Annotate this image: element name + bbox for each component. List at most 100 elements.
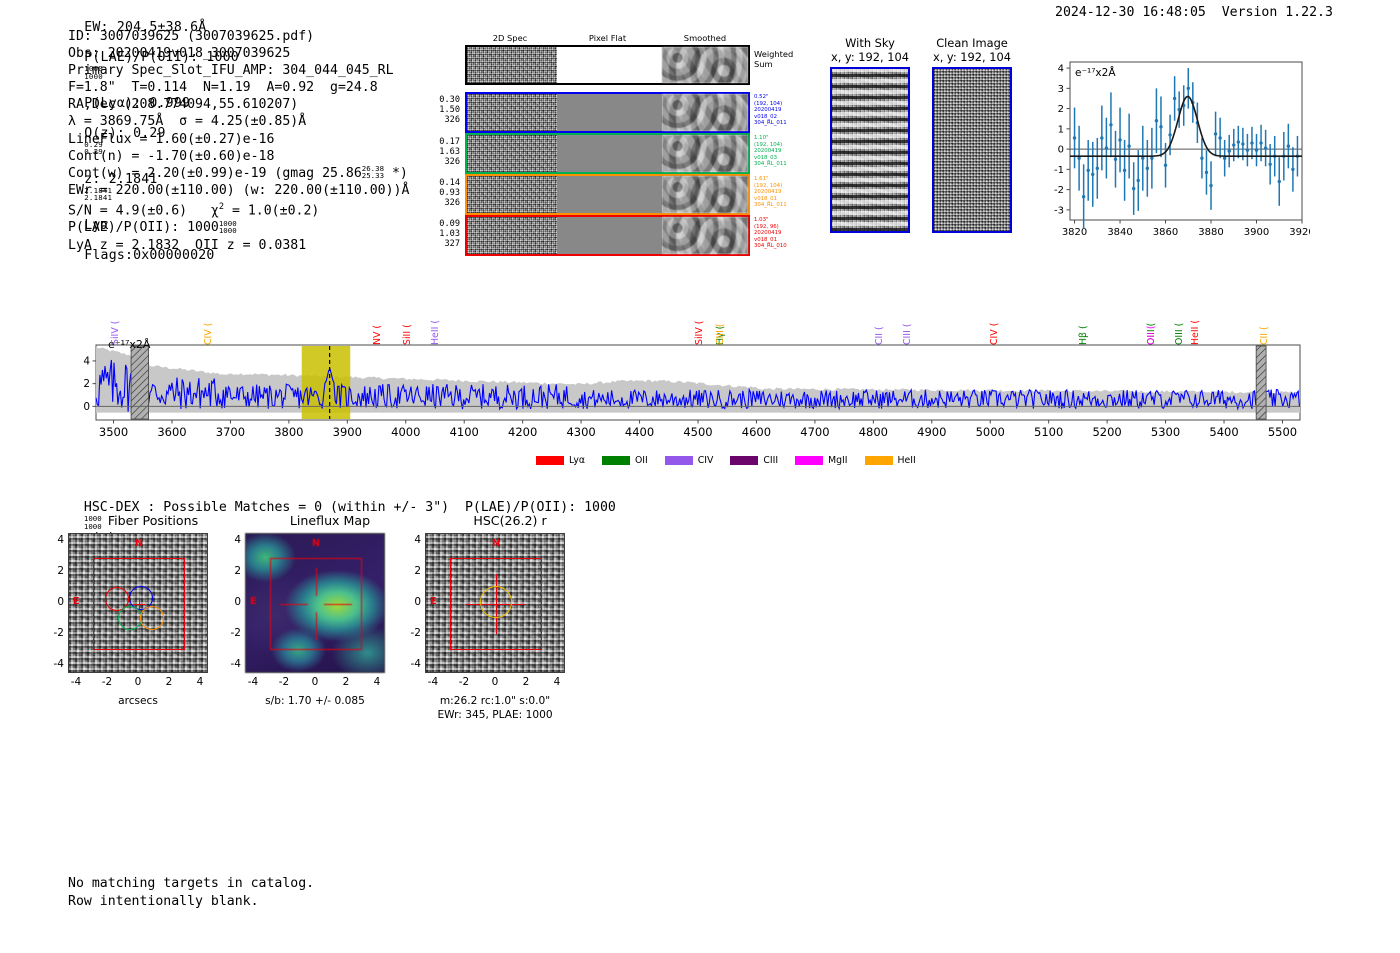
cutout-2-xtick: 2 xyxy=(522,676,530,688)
svg-text:4700: 4700 xyxy=(800,425,829,439)
cutout-0-ytick: -4 xyxy=(53,658,64,670)
svg-text:5100: 5100 xyxy=(1034,425,1063,439)
svg-text:0: 0 xyxy=(83,401,90,413)
with-sky-image xyxy=(830,67,910,233)
legend-swatch xyxy=(536,456,564,465)
fiber-circle-blue xyxy=(129,585,153,610)
cutout-2-ytick: -4 xyxy=(410,658,421,670)
with-sky-panel: With Sky x, y: 192, 104 xyxy=(826,36,914,233)
line-label-heii-4: HeII ( xyxy=(430,320,442,345)
cutout-0-ytick: 4 xyxy=(57,534,64,546)
row-1-meta: 1.10" (192, 104) 20200419 v018_03 304_RL_0… xyxy=(754,135,787,168)
line-label-siiv-5: SiIV ( xyxy=(693,320,705,345)
header-datetime-version: 2024-12-30 16:48:05 Version 1.22.3 xyxy=(1055,5,1333,20)
svg-text:e⁻¹⁷x2Å: e⁻¹⁷x2Å xyxy=(1075,66,1116,79)
col-title-2dspec: 2D Spec xyxy=(492,33,528,43)
svg-text:2: 2 xyxy=(1058,104,1064,115)
legend-swatch xyxy=(664,456,693,465)
svg-text:3900: 3900 xyxy=(1244,227,1269,238)
legend-label: MgII xyxy=(828,455,848,466)
line-label-heii-15: HeII ( xyxy=(1189,320,1201,345)
info-ewr: EWr = 220.00(±110.00) (w: 220.00(±110.00… xyxy=(68,182,410,198)
info-primary-spec: Primary Spec_Slot_IFU_AMP: 304_044_045_R… xyxy=(68,63,394,79)
header-line-name: Lyα xyxy=(84,217,109,233)
header-plae-label: P(LAE)/P(OII): 1000 xyxy=(84,50,239,65)
legend-swatch xyxy=(730,456,759,465)
hsc-r-image[interactable]: N E xyxy=(425,533,565,673)
lineflux-map-image[interactable]: N E xyxy=(245,533,385,673)
header-z-label: z: 2.1841 xyxy=(84,171,158,187)
row-0-meta: 0.52" (192, 104) 20200419 v018_02 304_RL_0… xyxy=(754,94,787,127)
line-label-oii-13: OII ( xyxy=(1146,325,1158,345)
spec-row-0 xyxy=(465,92,750,133)
legend-label: Lyα xyxy=(569,455,585,466)
legend-label: CIV xyxy=(697,455,714,466)
svg-text:4900: 4900 xyxy=(917,425,946,439)
fiber-positions-image[interactable]: N E xyxy=(68,533,208,673)
cutout-0-xtick: -4 xyxy=(70,676,82,688)
fiber-compass-e: E xyxy=(73,596,80,607)
full-spectrum-chart: 0 2 4 3500 3600 3700 3800 3900 4000 4100 4200 4300 4… xyxy=(0,270,1400,470)
cutout-1-ytick: -4 xyxy=(230,658,241,670)
cutout-1-xtick: -2 xyxy=(278,676,290,688)
cutout-0-ytick: 0 xyxy=(57,596,64,608)
svg-text:4300: 4300 xyxy=(566,425,595,439)
hsc-mag-label: m:26.2 rc:1.0" s:0.0" xyxy=(439,695,551,707)
cutout-1-ytick: 0 xyxy=(234,596,241,608)
cutout-1-ytick: 2 xyxy=(234,565,241,577)
header-plae-range: 1000 1000 xyxy=(84,64,103,81)
svg-text:5400: 5400 xyxy=(1209,425,1238,439)
cutout-0-xtick: 0 xyxy=(134,676,142,688)
cutout-0-xtick: 4 xyxy=(196,676,204,688)
hsc-ifu-box xyxy=(450,558,542,650)
svg-text:4000: 4000 xyxy=(391,425,420,439)
cutout-2-ytick: 2 xyxy=(414,565,421,577)
header-qz-label: Q(z): 0.29 xyxy=(84,125,166,141)
cutout-title-lineflux-map: Lineflux Map xyxy=(289,513,371,528)
line-label-h-11: Hβ ( xyxy=(1077,325,1089,345)
legend-item-mgii: MgII xyxy=(795,455,848,466)
svg-text:3900: 3900 xyxy=(333,425,362,439)
header-flags: Flags:0x00000020 xyxy=(84,247,215,263)
hsc-aperture-circle xyxy=(480,586,512,618)
row-3-left-stats: 0.09 1.03 327 xyxy=(439,219,460,249)
svg-text:4: 4 xyxy=(83,356,90,368)
cutout-1-ytick: -2 xyxy=(230,627,241,639)
svg-text:3500: 3500 xyxy=(99,425,128,439)
fiber-circle-red xyxy=(105,586,129,611)
cutout-title-hsc-r: HSC(26.2) r xyxy=(473,513,547,528)
info-cont-w: Cont(w) = 2.20(±0.99)e-19 (gmag 25.86 26.… xyxy=(68,163,408,181)
header-z-range: 2.1841 2.1841 xyxy=(84,185,113,203)
fiber-ifu-box xyxy=(93,558,185,650)
hscdex-summary-line: HSC-DEX : Possible Matches = 0 (within +… xyxy=(68,485,616,546)
legend-item-oii: OII xyxy=(601,455,648,466)
cutout-2-ytick: 0 xyxy=(414,596,421,608)
lineflux-compass-e: E xyxy=(250,596,257,607)
with-sky-title: With Sky xyxy=(845,36,895,50)
info-id: ID: 3007039625 (3007039625.pdf) xyxy=(68,29,315,44)
info-obs: Obs: 20200419v018_3007039625 xyxy=(68,46,291,62)
line-label-ciii-9: CIII ( xyxy=(902,323,914,345)
header-qz-range: 0.29 0.29 xyxy=(84,139,103,157)
info-lineflux: LineFlux = 1.60(±0.27)e-16 xyxy=(68,131,275,147)
cutout-0-ytick: -2 xyxy=(53,627,64,639)
info-seeing: F=1.8" T=0.114 N=1.19 A=0.92 g=24.8 xyxy=(68,80,378,96)
line-fit-chart: -3 -2 -1 0 1 2 3 4 3820 3840 3860 3880 3900 3920 e⁻¹⁷x… xyxy=(1040,52,1315,252)
cutout-2-xtick: 4 xyxy=(553,676,561,688)
svg-text:3840: 3840 xyxy=(1107,227,1132,238)
legend-label: OII xyxy=(634,455,648,466)
cutout-title-fiber-positions: Fiber Positions xyxy=(107,513,199,528)
legend-swatch xyxy=(864,456,893,465)
info-cont-n: Cont(n) = -1.70(±0.60)e-18 xyxy=(68,148,275,164)
cutout-2-ytick: 4 xyxy=(414,534,421,546)
svg-text:1: 1 xyxy=(1058,124,1064,135)
svg-text:-3: -3 xyxy=(1054,205,1064,216)
header-ew: EW: 204.5±38.6Å xyxy=(84,20,207,35)
cutout-1-xtick: 0 xyxy=(311,676,319,688)
svg-text:0: 0 xyxy=(1058,145,1064,156)
line-label-cii-16: CII ( xyxy=(1258,326,1270,345)
cutout-2-ytick: -2 xyxy=(410,627,421,639)
twod-spec-panel-group: 2D Spec Pixel Flat Smoothed Weighted Sum… xyxy=(430,33,794,258)
svg-text:5000: 5000 xyxy=(976,425,1005,439)
weighted-sum-label: Weighted Sum xyxy=(754,49,794,69)
